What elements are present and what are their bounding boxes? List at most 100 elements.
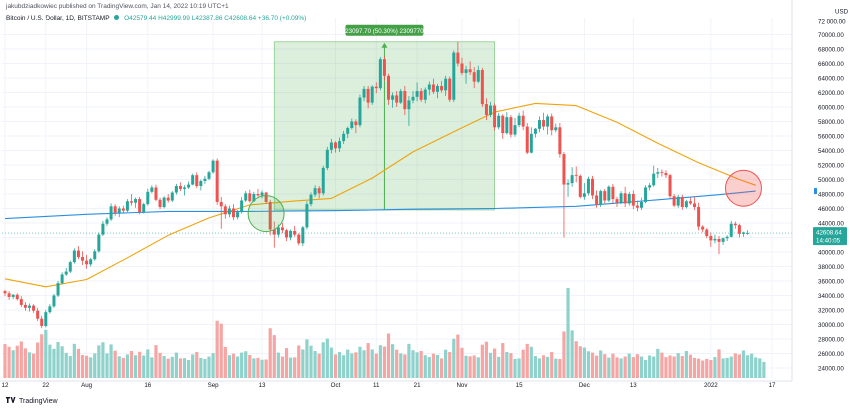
volume-bar: [521, 349, 525, 378]
candle-body: [40, 318, 44, 326]
volume-bar: [725, 357, 729, 378]
volume-bar: [639, 356, 644, 378]
y-tick-label: 60000.00: [818, 104, 844, 111]
volume-bar: [370, 349, 374, 378]
volume-bar: [558, 358, 562, 378]
candle-body: [521, 115, 525, 127]
volume-bar: [284, 348, 289, 378]
volume-bar: [431, 353, 435, 378]
red-highlight-circle[interactable]: [724, 169, 762, 207]
volume-bar: [297, 345, 301, 378]
candle-body: [183, 187, 187, 189]
candle-body: [419, 91, 423, 100]
candle-body: [611, 186, 615, 200]
volume-bar: [472, 355, 476, 378]
volume-bar: [525, 343, 529, 378]
axes: 24000.00 26000.00 28000.00 30000.00 32000.00…: [0, 0, 849, 389]
green-highlight-circle[interactable]: [247, 195, 285, 233]
candle-body: [285, 230, 289, 238]
annotations[interactable]: [247, 169, 762, 233]
candle-body: [717, 238, 721, 242]
candle-body: [23, 304, 27, 308]
range-label-text: 23097.70 (50.30%) 2309770: [345, 28, 424, 35]
range-arrow-head-icon: [381, 42, 388, 48]
candle-body: [664, 172, 668, 176]
grid-lines: [2, 18, 792, 378]
volume-bar: [170, 356, 174, 378]
candle-body: [493, 105, 497, 128]
candle-body: [660, 172, 664, 174]
volume-bar: [701, 360, 705, 378]
tradingview-brand[interactable]: TradingView: [6, 396, 58, 405]
volume-bar: [80, 354, 85, 378]
candle-body: [85, 260, 89, 265]
volume-bar: [293, 357, 297, 378]
volume-bar: [19, 341, 23, 378]
volume-bar: [586, 351, 591, 378]
volume-bar: [501, 343, 505, 378]
volume-bar: [566, 288, 570, 378]
volume-bar: [68, 356, 72, 378]
candle-body: [113, 206, 117, 213]
price-tag-value: 42608.64: [816, 230, 842, 237]
volume-bar: [378, 345, 382, 378]
volume-bar: [452, 338, 456, 378]
candle-body: [280, 227, 284, 231]
volume-bar: [346, 349, 350, 378]
volume-bar: [578, 346, 582, 378]
candle-body: [574, 175, 578, 176]
volume-bar: [631, 357, 635, 378]
candle-body: [276, 227, 280, 235]
candle-body: [170, 192, 174, 201]
candle-body: [97, 234, 101, 252]
candle-body: [542, 120, 546, 127]
volume-bar: [537, 358, 542, 378]
candle-body: [142, 204, 146, 213]
candle-body: [746, 233, 750, 234]
candle-body: [407, 100, 411, 110]
y-tick-label: 36000.00: [818, 278, 844, 285]
candle-body: [268, 201, 272, 230]
candle-body: [464, 69, 468, 73]
candle-body: [358, 97, 362, 126]
candle-body: [219, 201, 223, 207]
candle-body: [550, 116, 554, 131]
candle-body: [125, 201, 129, 211]
candle-body: [403, 91, 407, 110]
candle-body: [342, 133, 346, 142]
y-tick-label: 26000.00: [818, 351, 844, 358]
volume-bar: [301, 349, 305, 378]
volume-bar: [554, 358, 558, 378]
candle-body: [215, 160, 219, 202]
volume-bars: [3, 288, 766, 378]
volume-bar: [317, 353, 321, 378]
volume-bar: [366, 343, 370, 378]
candle-body: [3, 291, 7, 294]
measure-range-box[interactable]: 23097.70 (50.30%) 2309770: [273, 24, 496, 211]
volume-bar: [276, 352, 280, 378]
candle-body: [203, 178, 207, 181]
candle-body: [68, 262, 72, 272]
candle-body: [668, 175, 672, 197]
ma200-axis-marker: [814, 188, 817, 195]
volume-bar: [85, 355, 89, 378]
volume-bar: [374, 353, 378, 378]
y-tick-label: 28000.00: [818, 336, 844, 343]
candle-body: [378, 59, 382, 89]
volume-bar: [509, 353, 513, 378]
volume-bar: [321, 342, 325, 378]
candle-body: [129, 201, 133, 203]
candle-body: [558, 127, 562, 155]
volume-bar: [648, 355, 652, 378]
y-tick-label: 70000.00: [818, 32, 844, 39]
candle-body: [472, 72, 476, 82]
candle-body: [211, 160, 215, 173]
candle-body: [52, 295, 56, 307]
volume-bar: [550, 352, 554, 378]
volume-bar: [211, 353, 215, 378]
candle-body: [644, 187, 648, 202]
volume-bar: [11, 350, 15, 378]
volume-bar: [439, 358, 444, 378]
